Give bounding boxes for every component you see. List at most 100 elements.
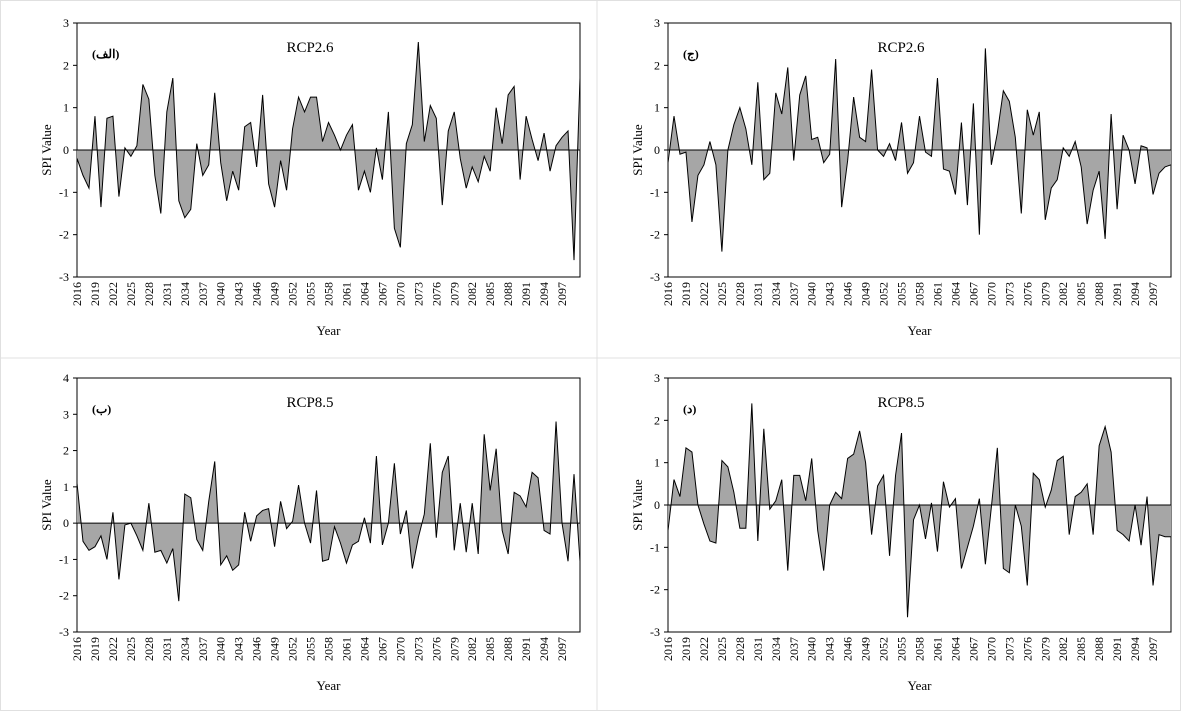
x-tick-label: 2019	[679, 637, 693, 661]
x-tick-label: 2064	[357, 282, 371, 306]
y-tick-label: 1	[654, 101, 660, 115]
x-tick-label: 2073	[1002, 282, 1016, 306]
x-tick-label: 2031	[160, 637, 174, 661]
x-tick-label: 2046	[841, 637, 855, 661]
x-tick-label: 2079	[447, 637, 461, 661]
x-tick-label: 2043	[232, 282, 246, 306]
x-tick-label: 2031	[160, 282, 174, 306]
y-axis-label: SPI Value	[39, 124, 54, 176]
y-tick-label: 3	[654, 371, 660, 385]
x-tick-label: 2076	[429, 637, 443, 661]
x-tick-label: 2040	[805, 282, 819, 306]
x-tick-label: 2073	[1002, 637, 1016, 661]
x-tick-label: 2073	[411, 282, 425, 306]
x-tick-label: 2028	[733, 637, 747, 661]
chart-title: RCP8.5	[286, 395, 333, 411]
x-axis-label: Year	[317, 323, 342, 338]
y-tick-label: -2	[59, 228, 69, 242]
x-tick-label: 2052	[286, 282, 300, 306]
line	[76, 42, 581, 261]
y-tick-label: -1	[650, 185, 660, 199]
x-tick-label: 2055	[304, 637, 318, 661]
x-tick-label: 2088	[1092, 282, 1106, 306]
x-tick-label: 2085	[483, 637, 497, 661]
x-tick-label: 2079	[447, 282, 461, 306]
x-tick-label: 2061	[339, 282, 353, 306]
x-tick-label: 2025	[715, 282, 729, 306]
x-tick-label: 2067	[966, 637, 980, 661]
x-tick-label: 2097	[555, 637, 569, 661]
x-tick-label: 2022	[697, 282, 711, 306]
y-tick-label: 1	[63, 101, 69, 115]
x-tick-label: 2067	[375, 637, 389, 661]
panel: -3 -2 -1 0 1 2 3 2016 2019 2022 2025 2028 2031 2034 20…	[630, 371, 1172, 693]
x-tick-label: 2097	[1146, 637, 1160, 661]
y-tick-label: 2	[63, 58, 69, 72]
x-tick-label: 2049	[859, 282, 873, 306]
x-tick-label: 2019	[88, 282, 102, 306]
x-tick-label: 2028	[142, 282, 156, 306]
x-tick-label: 2094	[537, 282, 551, 306]
x-tick-label: 2031	[751, 637, 765, 661]
x-tick-label: 2055	[304, 282, 318, 306]
y-tick-label: 3	[63, 407, 69, 421]
y-tick-label: -3	[650, 270, 660, 284]
x-axis-label: Year	[908, 323, 933, 338]
x-axis-label: Year	[908, 678, 933, 693]
x-tick-label: 2064	[948, 282, 962, 306]
y-tick-label: -1	[59, 185, 69, 199]
x-tick-label: 2040	[805, 637, 819, 661]
x-tick-label: 2025	[715, 637, 729, 661]
x-tick-label: 2025	[124, 282, 138, 306]
x-tick-label: 2043	[823, 637, 837, 661]
x-tick-label: 2088	[1092, 637, 1106, 661]
x-tick-label: 2055	[895, 282, 909, 306]
x-tick-label: 2082	[465, 282, 479, 306]
x-tick-label: 2091	[519, 282, 533, 306]
y-tick-label: 0	[63, 143, 69, 157]
x-tick-label: 2067	[966, 282, 980, 306]
line	[667, 48, 1172, 252]
x-tick-label: 2091	[1110, 282, 1124, 306]
x-tick-label: 2046	[841, 282, 855, 306]
panel: -3 -2 -1 0 1 2 3 4 2016 2019 2022 2025 2028 2031 2034 2…	[39, 371, 581, 693]
y-tick-label: 3	[63, 16, 69, 30]
x-tick-label: 2031	[751, 282, 765, 306]
y-tick-label: 1	[63, 480, 69, 494]
x-tick-label: 2082	[465, 637, 479, 661]
x-tick-label: 2022	[106, 282, 120, 306]
x-tick-label: 2094	[1128, 282, 1142, 306]
y-tick-label: 2	[654, 58, 660, 72]
x-axis-label: Year	[317, 678, 342, 693]
panel: -3 -2 -1 0 1 2 3 2016 2019 2022 2025 2028 2031 2034 20…	[39, 16, 581, 338]
chart-title: RCP2.6	[877, 40, 925, 56]
y-tick-label: -2	[650, 228, 660, 242]
x-tick-label: 2076	[429, 282, 443, 306]
y-tick-label: -2	[650, 583, 660, 597]
x-tick-label: 2085	[483, 282, 497, 306]
x-tick-label: 2070	[984, 637, 998, 661]
x-tick-label: 2073	[411, 637, 425, 661]
x-tick-label: 2052	[877, 637, 891, 661]
x-tick-label: 2034	[178, 282, 192, 306]
x-tick-label: 2034	[769, 637, 783, 661]
x-tick-label: 2067	[375, 282, 389, 306]
x-tick-label: 2046	[250, 637, 264, 661]
x-tick-label: 2049	[859, 637, 873, 661]
x-tick-label: 2055	[895, 637, 909, 661]
x-tick-label: 2016	[70, 282, 84, 306]
x-tick-label: 2091	[519, 637, 533, 661]
x-tick-label: 2019	[679, 282, 693, 306]
x-tick-label: 2097	[555, 282, 569, 306]
x-tick-label: 2070	[393, 282, 407, 306]
x-tick-label: 2076	[1020, 637, 1034, 661]
x-tick-label: 2040	[214, 637, 228, 661]
x-tick-label: 2043	[232, 637, 246, 661]
y-tick-label: -1	[650, 540, 660, 554]
line	[76, 421, 581, 602]
panel-label: (د)	[683, 402, 696, 416]
x-tick-label: 2037	[196, 282, 210, 306]
x-tick-label: 2043	[823, 282, 837, 306]
x-tick-label: 2064	[948, 637, 962, 661]
x-tick-label: 2058	[322, 637, 336, 661]
